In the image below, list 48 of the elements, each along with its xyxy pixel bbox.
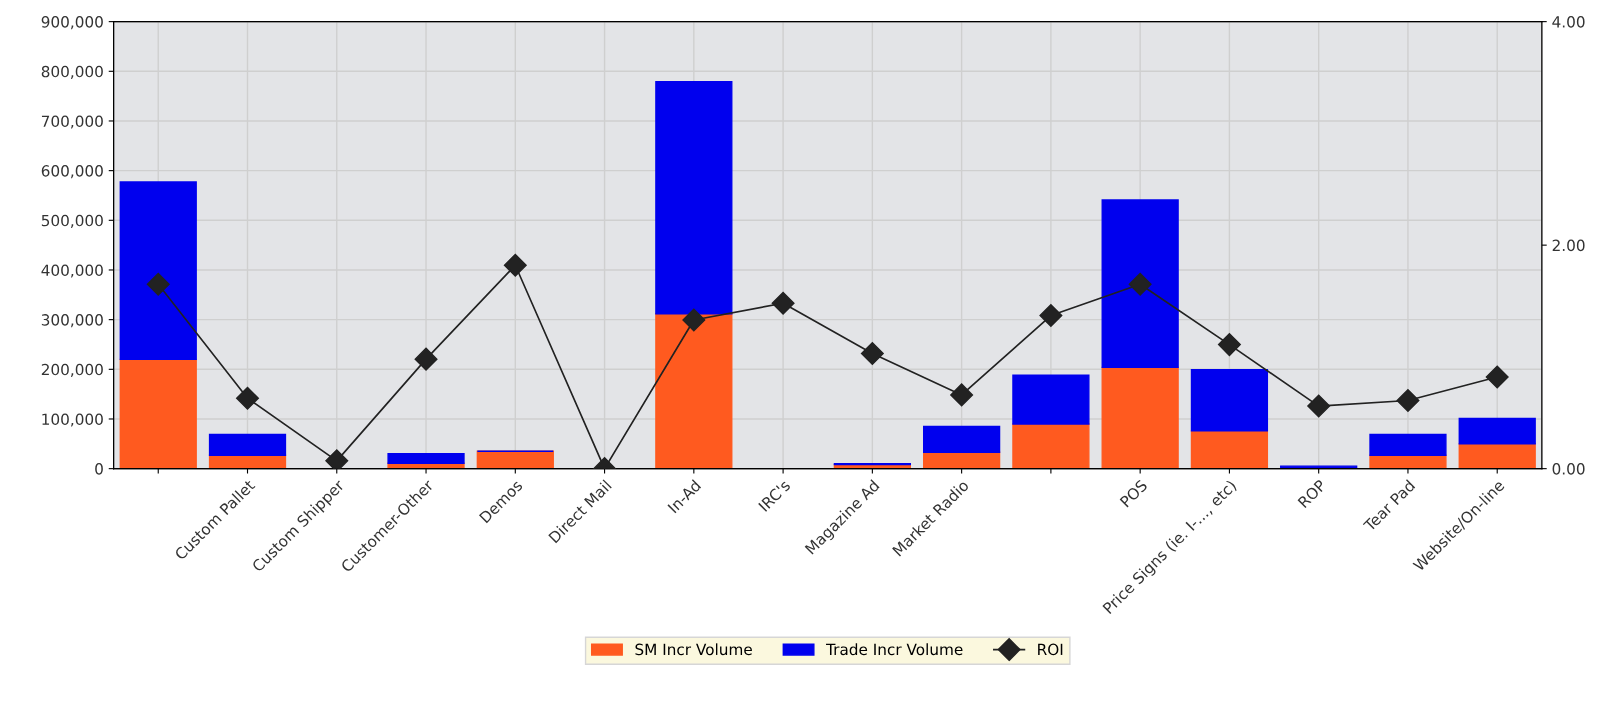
point [1039,304,1063,328]
legend-label: SM Incr Volume [635,643,752,656]
point [771,291,795,315]
bar [1369,433,1447,456]
bar [387,453,465,464]
point [860,342,884,366]
bar [1012,423,1090,469]
point [1396,388,1420,412]
y2-tick-label: 0.00 [1552,463,1585,475]
bar [476,450,554,469]
point [1217,333,1241,357]
point [682,308,706,332]
legend-label: ROI [1038,643,1063,656]
bar [1190,430,1269,469]
y-tick-label: 900,000 [41,16,103,30]
point [1307,394,1331,418]
y2-tick-label: 2.00 [1552,239,1585,252]
bar [1458,443,1536,469]
bar [655,312,733,469]
y2-tick-label: 4.00 [1552,16,1585,28]
bar [1190,369,1269,432]
point [950,383,974,407]
y-tick-label: 500,000 [41,214,103,228]
legend-label: Trade Incr Volume [826,643,963,656]
point [503,253,527,277]
point [414,347,438,371]
point [1485,365,1509,389]
bar [1458,417,1536,445]
y-tick-label: 700,000 [41,115,103,129]
bar [1012,374,1090,425]
bar [1101,199,1179,369]
bar [208,433,287,456]
bar [119,358,197,469]
y-tick-label: 100,000 [42,413,103,427]
bar [1101,366,1179,469]
bar [922,425,1001,453]
y-tick-label: 800,000 [41,65,103,79]
y-tick-label: 300,000 [41,314,103,328]
y-tick-label: 400,000 [41,264,103,278]
y-tick-label: 0 [95,463,103,475]
bar [655,81,733,315]
point [325,449,349,469]
point [146,272,170,296]
point [1128,272,1152,296]
y-tick-label: 200,000 [41,363,103,377]
bar [119,181,197,361]
y-tick-label: 600,000 [41,165,103,179]
point [236,386,260,410]
